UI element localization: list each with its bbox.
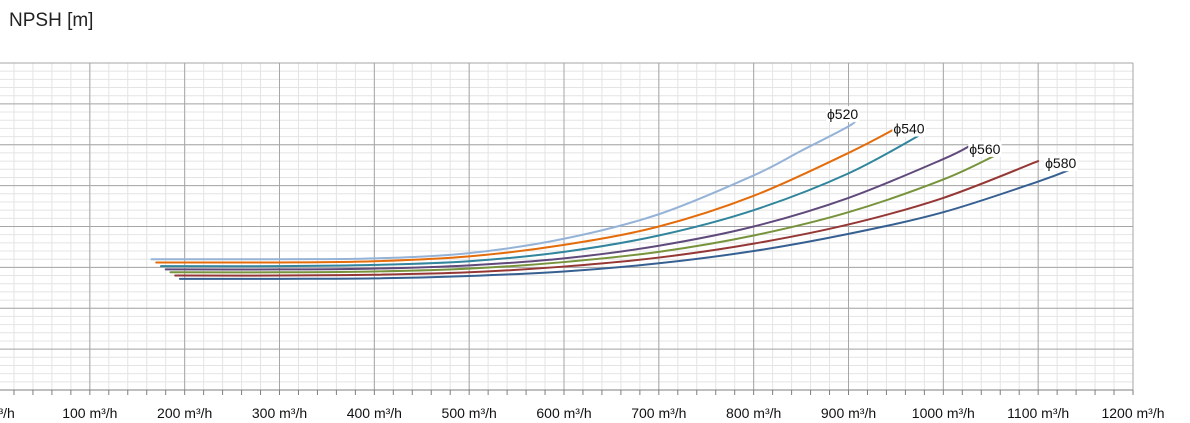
x-tick-label: 0 m³/h	[0, 405, 15, 421]
x-tick-label: 1000 m³/h	[912, 405, 975, 421]
series-line-5	[169, 151, 1002, 274]
x-tick-label: 500 m³/h	[442, 405, 497, 421]
series-label-7: ϕ580	[1045, 155, 1076, 171]
series-label-background	[892, 120, 926, 137]
series-line-7	[178, 166, 1078, 280]
series-labels: ϕ520 ϕ540 ϕ560 ϕ580	[825, 106, 1078, 172]
series-label-background	[1044, 155, 1078, 172]
series-label-1: ϕ520	[827, 106, 858, 122]
series-line-2	[155, 127, 897, 264]
x-tick-label: 200 m³/h	[157, 405, 212, 421]
x-tick-label: 800 m³/h	[726, 405, 781, 421]
series-line-6	[174, 160, 1040, 277]
x-tick-label: 400 m³/h	[347, 405, 402, 421]
series-group	[150, 117, 1078, 280]
x-axis	[0, 389, 1134, 395]
series-line-1	[150, 117, 859, 261]
x-tick-label: 1100 m³/h	[1007, 405, 1069, 421]
series-label-5: ϕ560	[969, 141, 1000, 157]
x-tick-label: 1200 m³/h	[1101, 405, 1164, 421]
x-tick-label: 700 m³/h	[631, 405, 686, 421]
series-label-3: ϕ540	[893, 120, 924, 136]
series-label-background	[968, 140, 1002, 157]
series-line-3	[159, 131, 926, 268]
x-tick-label: 900 m³/h	[821, 405, 876, 421]
x-tick-label: 100 m³/h	[62, 405, 117, 421]
x-tick-label: 600 m³/h	[536, 405, 591, 421]
x-tick-labels: 0 m³/h 100 m³/h 200 m³/h 300 m³/h 400 m³/h 50…	[0, 405, 1165, 421]
series-line-4	[164, 143, 973, 271]
x-tick-label: 300 m³/h	[252, 405, 307, 421]
series-label-background	[825, 106, 860, 123]
y-axis-title: NPSH [m]	[9, 10, 94, 31]
